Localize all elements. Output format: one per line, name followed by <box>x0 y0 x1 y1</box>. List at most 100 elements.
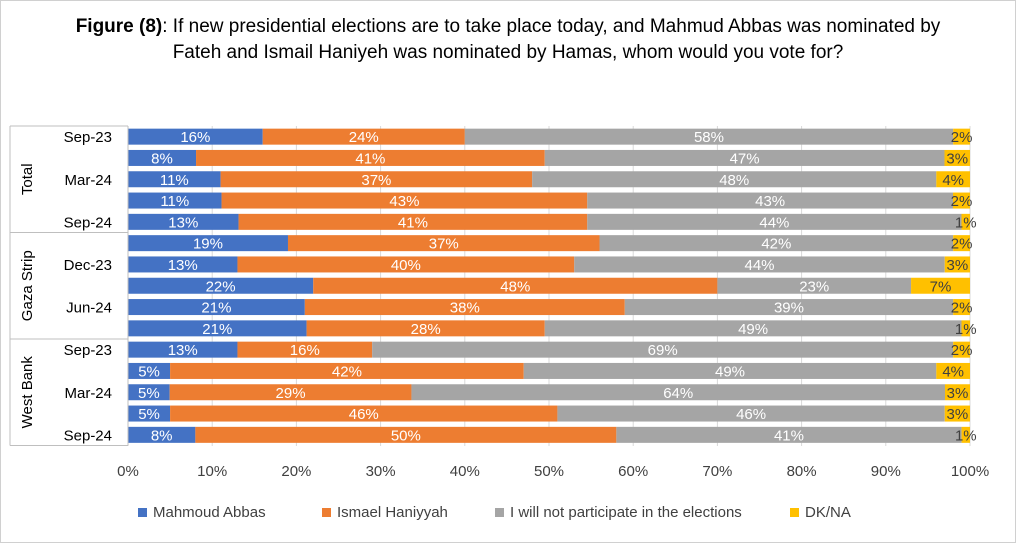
legend-item-2: I will not participate in the elections <box>495 502 742 522</box>
data-label-g1-r2-s0: 22% <box>206 278 236 295</box>
data-label-g2-r3-s3: 3% <box>947 406 969 423</box>
bar-segment-g0-r3-s0 <box>128 192 222 209</box>
data-label-g1-r0-s2: 42% <box>761 236 791 253</box>
data-label-g1-r1-s1: 40% <box>391 257 421 274</box>
bar-segment-g0-r2-s2 <box>532 171 937 188</box>
bar-segment-g2-r3-s3 <box>944 405 970 422</box>
bar-segment-g2-r3-s0 <box>128 405 171 422</box>
data-label-g2-r4-s0: 8% <box>151 427 173 444</box>
data-label-g1-r3-s3: 2% <box>951 300 973 317</box>
data-label-g1-r0-s3: 2% <box>951 236 973 253</box>
data-label-g0-r4-s1: 41% <box>398 214 428 231</box>
data-label-g1-r1-s2: 44% <box>744 257 774 274</box>
bar-segment-g1-r0-s3 <box>953 235 970 252</box>
data-label-g0-r0-s3: 2% <box>951 129 973 146</box>
bar-segment-g1-r0-s1 <box>287 235 600 252</box>
bar-segment-g0-r1-s2 <box>544 149 945 166</box>
data-label-g0-r2-s0: 11% <box>160 172 189 189</box>
bar-segment-g0-r0-s1 <box>262 128 465 145</box>
data-label-g2-r0-s1: 16% <box>290 342 320 359</box>
data-label-g0-r4-s0: 13% <box>168 214 198 231</box>
bar-segment-g0-r2-s3 <box>936 171 970 188</box>
bar-segment-g1-r0-s0 <box>128 235 288 252</box>
bar-segment-g1-r4-s1 <box>306 320 545 337</box>
bar-segment-g1-r3-s2 <box>624 299 954 316</box>
bar-segment-g1-r2-s3 <box>911 277 970 294</box>
data-label-g0-r0-s2: 58% <box>694 129 724 146</box>
data-label-g2-r4-s3: 1% <box>955 427 977 444</box>
x-tick-label-8: 80% <box>787 463 817 480</box>
data-label-g1-r4-s3: 1% <box>955 321 977 338</box>
data-label-g2-r3-s2: 46% <box>736 406 766 423</box>
legend: Mahmoud Abbas Ismael Haniyyah I will not p… <box>0 502 1016 522</box>
bar-segment-g2-r2-s1 <box>169 384 412 401</box>
legend-label-3: DK/NA <box>805 503 851 521</box>
data-label-g2-r0-s2: 69% <box>648 342 678 359</box>
data-label-g1-r3-s2: 39% <box>774 300 804 317</box>
data-label-g0-r3-s2: 43% <box>755 193 785 210</box>
bar-segment-g0-r4-s2 <box>587 213 962 230</box>
data-label-g2-r2-s0: 5% <box>138 385 160 402</box>
data-label-g1-r1-s3: 3% <box>947 257 969 274</box>
legend-label-1: Ismael Haniyyah <box>337 503 448 521</box>
x-tick-label-7: 70% <box>702 463 732 480</box>
x-tick-label-1: 10% <box>197 463 227 480</box>
data-label-g0-r3-s1: 43% <box>389 193 419 210</box>
y-tick-label-g2-r0: Sep-23 <box>64 342 112 359</box>
x-tick-label-6: 60% <box>618 463 648 480</box>
bar-segment-g2-r3-s2 <box>557 405 945 422</box>
data-label-g0-r2-s3: 4% <box>942 172 964 189</box>
bar-segment-g2-r2-s2 <box>411 384 945 401</box>
bar-segment-g0-r3-s2 <box>587 192 953 209</box>
data-label-g1-r0-s0: 19% <box>193 236 223 253</box>
bar-segment-g2-r0-s2 <box>372 341 954 358</box>
bar-segment-g2-r4-s1 <box>195 426 617 443</box>
bar-segment-g0-r3-s3 <box>952 192 970 209</box>
bar-segment-g0-r1-s3 <box>944 149 970 166</box>
y-tick-label-g0-r4: Sep-24 <box>64 214 112 231</box>
bar-segment-g0-r0-s0 <box>128 128 263 145</box>
bar-segment-g0-r4-s0 <box>128 213 239 230</box>
data-label-g1-r2-s1: 48% <box>500 278 530 295</box>
data-label-g2-r1-s0: 5% <box>138 363 160 380</box>
bar-segment-g0-r4-s1 <box>238 213 588 230</box>
legend-swatch-0 <box>138 507 147 517</box>
stacked-bar-chart: 16% 24% 58% 2% 8% 41% 47% 3% 11% 37% 48% 4% 11% 43% 43… <box>9 125 989 480</box>
legend-item-3: DK/NA <box>790 502 851 522</box>
bar-segment-g2-r1-s2 <box>523 362 937 379</box>
chart-title: Figure (8): If new presidential election… <box>60 14 956 66</box>
y-tick-label-g2-r2: Mar-24 <box>64 385 112 402</box>
data-label-g1-r1-s0: 13% <box>168 257 198 274</box>
data-label-g2-r2-s2: 64% <box>663 385 693 402</box>
legend-swatch-3 <box>790 507 799 517</box>
y-tick-label-g0-r0: Sep-23 <box>64 129 112 146</box>
data-label-g2-r3-s0: 5% <box>138 406 160 423</box>
bar-segment-g0-r1-s1 <box>196 149 545 166</box>
data-label-g2-r4-s2: 41% <box>774 427 804 444</box>
bar-segment-g2-r1-s3 <box>936 362 970 379</box>
legend-label-2: I will not participate in the elections <box>510 503 742 521</box>
data-label-g1-r4-s0: 21% <box>202 321 232 338</box>
data-label-g0-r2-s1: 37% <box>361 172 391 189</box>
data-label-g0-r3-s3: 2% <box>951 193 973 210</box>
bar-segment-g0-r4-s3 <box>961 213 970 230</box>
bar-segment-g1-r2-s2 <box>717 277 912 294</box>
data-label-g2-r1-s1: 42% <box>332 363 362 380</box>
data-label-g0-r0-s1: 24% <box>349 129 379 146</box>
data-label-g0-r4-s2: 44% <box>759 214 789 231</box>
y-tick-label-g1-r3: Jun-24 <box>66 300 112 317</box>
data-label-g2-r0-s0: 13% <box>168 342 198 359</box>
bar-segment-g2-r4-s2 <box>616 426 962 443</box>
bar-segment-g1-r1-s0 <box>128 256 238 273</box>
bar-segment-g1-r2-s1 <box>313 277 718 294</box>
bar-segment-g2-r0-s3 <box>953 341 970 358</box>
bar-segment-g0-r2-s0 <box>128 171 221 188</box>
bar-segment-g1-r2-s0 <box>128 277 314 294</box>
bar-segment-g0-r3-s1 <box>221 192 588 209</box>
data-label-g1-r0-s1: 37% <box>429 236 459 253</box>
bar-segment-g1-r4-s0 <box>128 320 307 337</box>
x-tick-label-4: 40% <box>450 463 480 480</box>
x-tick-label-0: 0% <box>117 463 139 480</box>
legend-label-0: Mahmoud Abbas <box>153 503 266 521</box>
bar-segment-g1-r1-s2 <box>574 256 945 273</box>
